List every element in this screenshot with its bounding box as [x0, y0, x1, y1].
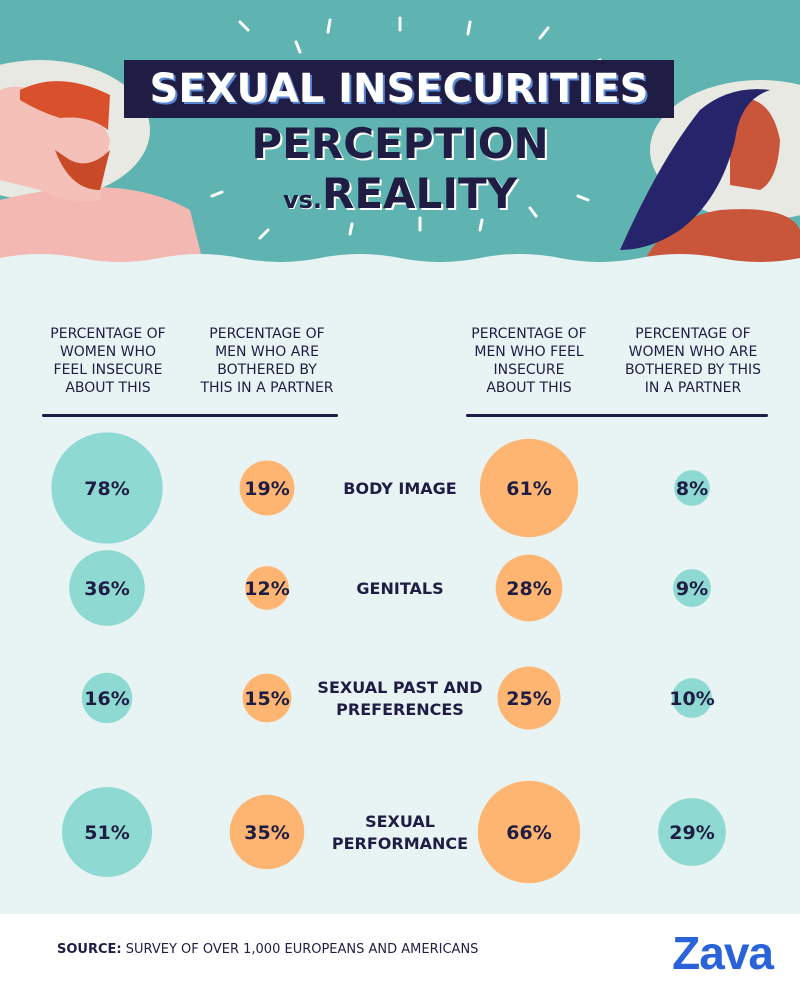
column-header-men-bothered: PERCENTAGE OF MEN WHO ARE BOTHERED BY TH… [200, 326, 334, 396]
zava-logo: Zava [672, 927, 774, 979]
source-note: SOURCE: SURVEY OF OVER 1,000 EUROPEANS A… [57, 942, 478, 957]
bubble-value-label: 16% [84, 688, 129, 710]
bubble [658, 798, 726, 866]
row-label: BODY IMAGE [343, 479, 456, 498]
bubble-value-label: 35% [244, 822, 289, 844]
source-label: SOURCE: [57, 942, 122, 957]
bubble [245, 566, 289, 610]
row-label: SEXUAL PERFORMANCE [332, 812, 468, 853]
bubble [239, 460, 295, 516]
column-header-men-insecure: PERCENTAGE OF MEN WHO FEEL INSECURE ABOU… [471, 326, 587, 396]
bubble [673, 569, 711, 607]
row-label: SEXUAL PAST AND PREFERENCES [317, 678, 482, 719]
footer: SOURCE: SURVEY OF OVER 1,000 EUROPEANS A… [0, 914, 800, 988]
column-header-women-bothered: PERCENTAGE OF WOMEN WHO ARE BOTHERED BY … [624, 326, 762, 396]
header-illustration [0, 16, 800, 270]
title-vs: vs. [282, 186, 323, 214]
bubble-value-label: 12% [244, 578, 289, 600]
bubble-value-label: 29% [669, 822, 714, 844]
bubble [479, 438, 579, 538]
bubble [477, 780, 581, 884]
bubble-value-label: 28% [506, 578, 551, 600]
sun-rays [210, 16, 602, 240]
bubble-value-label: 61% [506, 478, 551, 500]
bubble-value-label: 8% [676, 478, 708, 500]
bubble-value-label: 10% [669, 688, 714, 710]
bubble [69, 550, 145, 626]
title-line-3: vs.REALITY [230, 166, 570, 231]
bubble [62, 787, 152, 877]
title-reality: REALITY [322, 169, 518, 218]
bubble-value-label: 36% [84, 578, 129, 600]
bubble [242, 673, 292, 723]
bubble [81, 672, 133, 724]
man-illustration [0, 81, 205, 270]
bubble [674, 470, 710, 506]
bubble-value-label: 25% [506, 688, 551, 710]
bubble-value-label: 9% [676, 578, 708, 600]
bubble [495, 554, 563, 622]
header-wave [0, 254, 800, 270]
source-text: SURVEY OF OVER 1,000 EUROPEANS AND AMERI… [121, 942, 479, 957]
bubble [51, 432, 163, 544]
divider-left [42, 414, 338, 417]
bubble [497, 666, 561, 730]
bubble-value-label: 19% [244, 478, 289, 500]
bubble-value-label: 51% [84, 822, 129, 844]
bubble-value-label: 15% [244, 688, 289, 710]
bubble-value-label: 66% [506, 822, 551, 844]
title-line-2: PERCEPTION [251, 119, 549, 168]
divider-right [466, 414, 768, 417]
bubble [672, 678, 712, 718]
bubble-value-label: 78% [84, 478, 129, 500]
title-line-1: SEXUAL INSECURITIES [124, 60, 674, 118]
column-header-women-insecure: PERCENTAGE OF WOMEN WHO FEEL INSECURE AB… [50, 326, 166, 396]
header-banner: SEXUAL INSECURITIES PERCEPTION vs.REALIT… [0, 0, 800, 270]
row-label: GENITALS [356, 579, 443, 598]
bubble-chart: BODY IMAGE 78% 19% 61% 8% GENITALS 36% 12% 28% 9%… [51, 432, 726, 884]
bubble [229, 794, 305, 870]
